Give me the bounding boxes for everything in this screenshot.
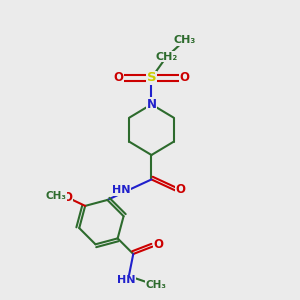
Text: HN: HN <box>112 185 131 195</box>
Text: CH₃: CH₃ <box>45 191 66 201</box>
Text: O: O <box>175 183 185 196</box>
Text: HN: HN <box>117 275 135 286</box>
Text: O: O <box>153 238 163 251</box>
Text: N: N <box>146 98 157 111</box>
Text: CH₃: CH₃ <box>174 35 196 46</box>
Text: S: S <box>147 71 156 84</box>
Text: O: O <box>179 71 190 84</box>
Text: CH₃: CH₃ <box>146 280 167 290</box>
Text: CH₂: CH₂ <box>156 52 178 62</box>
Text: O: O <box>113 71 124 84</box>
Text: O: O <box>62 190 73 204</box>
